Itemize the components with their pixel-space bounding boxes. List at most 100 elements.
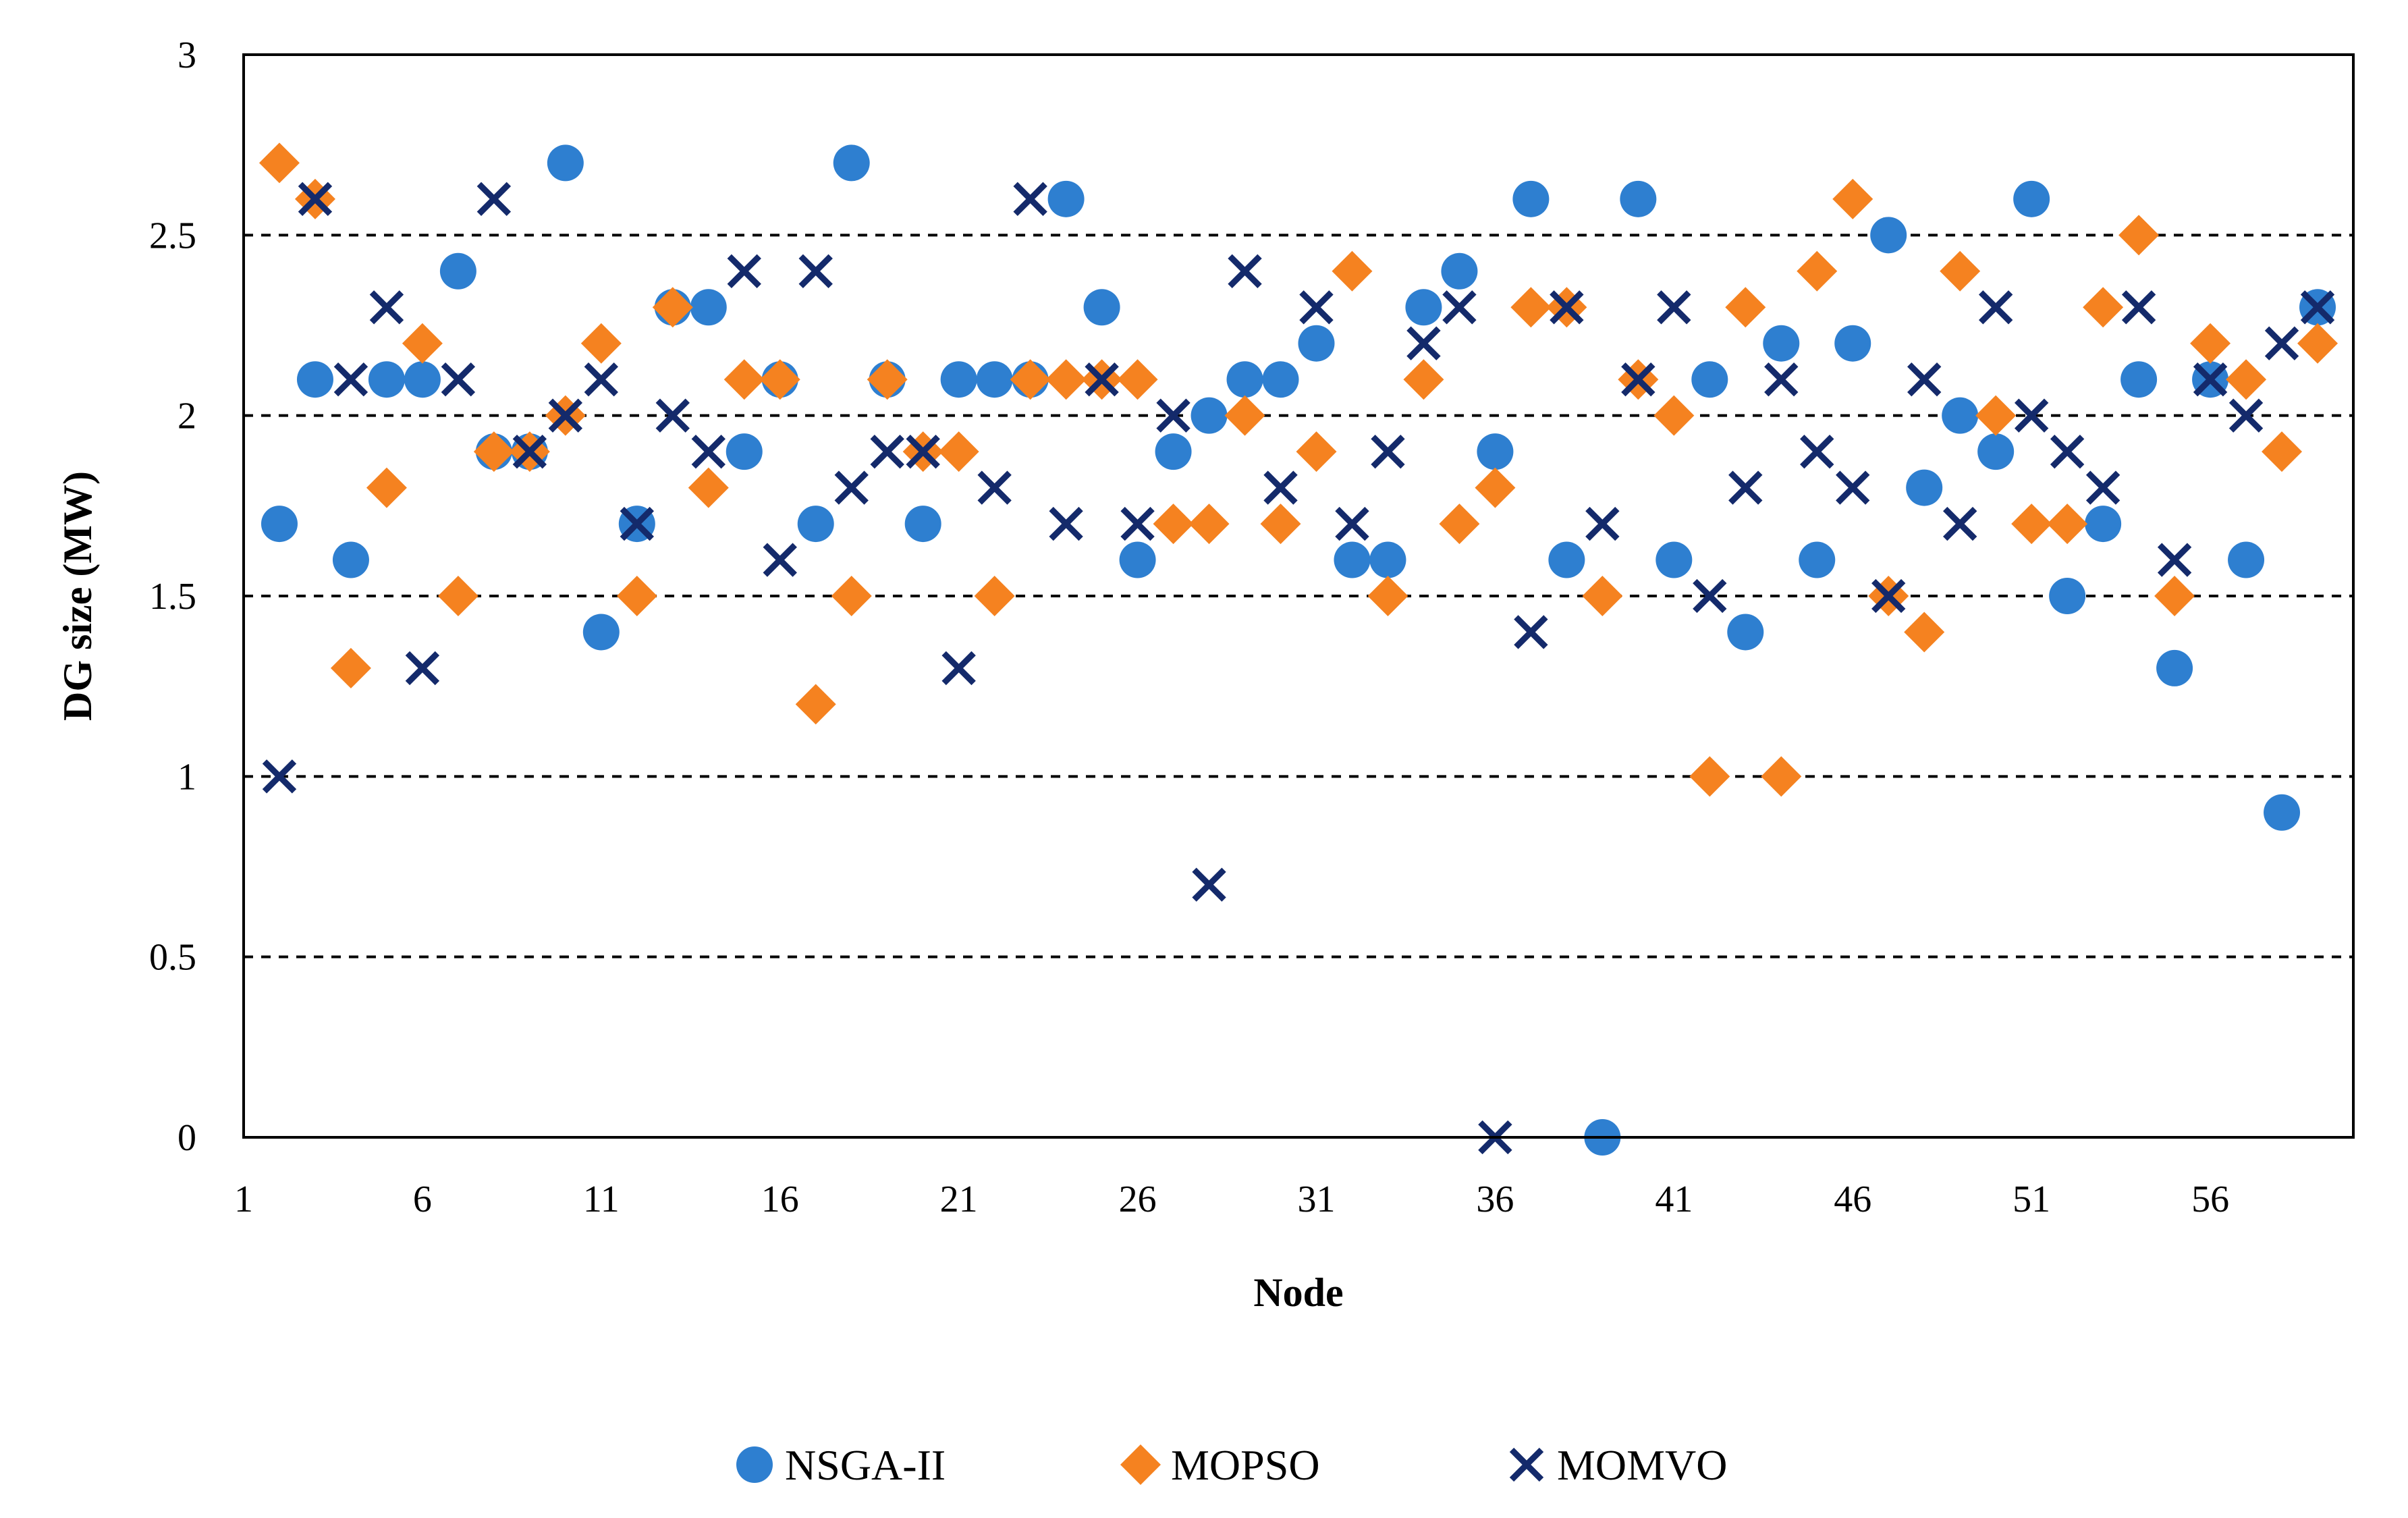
data-point — [366, 467, 407, 508]
data-point — [1653, 395, 1695, 436]
data-point — [1442, 290, 1477, 325]
data-point — [1192, 867, 1226, 902]
data-point — [262, 759, 297, 794]
x-stroke — [1156, 398, 1191, 433]
x-stroke — [1228, 254, 1262, 288]
data-point — [330, 647, 371, 688]
plot-area-border — [242, 53, 2355, 1139]
data-point — [723, 359, 765, 400]
data-point — [1371, 434, 1405, 469]
x-stroke — [1800, 434, 1834, 469]
x-stroke — [369, 290, 404, 325]
data-point — [2264, 326, 2299, 360]
data-point — [977, 470, 1012, 505]
data-point — [1155, 433, 1192, 470]
data-point — [580, 323, 622, 364]
data-point — [1657, 290, 1691, 325]
data-point — [2156, 649, 2193, 686]
data-point — [1836, 470, 1870, 505]
data-point — [332, 541, 369, 578]
x-stroke — [620, 506, 654, 541]
x-stroke — [1442, 290, 1477, 325]
x-stroke — [405, 651, 440, 686]
y-tick-label: 0.5 — [149, 937, 196, 979]
x-stroke — [1085, 362, 1119, 397]
data-point — [1550, 290, 1584, 325]
data-point — [1475, 467, 1516, 508]
y-tick-label: 2 — [177, 396, 196, 437]
data-point — [938, 431, 979, 472]
data-point — [795, 684, 836, 725]
data-point — [1761, 756, 1802, 797]
data-point — [904, 506, 941, 543]
data-point — [2264, 794, 2301, 831]
data-point — [405, 651, 440, 686]
data-point — [1477, 433, 1514, 470]
x-stroke — [977, 470, 1012, 505]
data-point — [547, 144, 584, 182]
data-point — [404, 361, 441, 398]
x-stroke — [2228, 398, 2264, 433]
data-point — [1299, 290, 1334, 325]
data-point — [1298, 325, 1335, 362]
data-point — [1332, 250, 1373, 292]
data-point — [1764, 362, 1799, 397]
data-point — [831, 576, 872, 616]
data-point — [1940, 250, 1981, 292]
data-point — [941, 651, 976, 686]
x-stroke — [1657, 290, 1691, 325]
x-stroke — [763, 543, 797, 577]
series-momvo — [262, 182, 2335, 1155]
x-tick-label: 56 — [2191, 1178, 2229, 1220]
data-point — [867, 359, 908, 400]
x-stroke — [2193, 362, 2228, 397]
data-point — [1119, 541, 1156, 578]
data-point — [1369, 541, 1406, 578]
data-point — [1693, 578, 1727, 614]
x-stroke — [2121, 290, 2156, 325]
data-point — [2190, 323, 2231, 364]
x-stroke — [298, 182, 333, 217]
y-tick-label: 0 — [177, 1117, 196, 1159]
data-point — [1049, 506, 1083, 541]
data-point — [2047, 504, 2088, 545]
x-stroke — [1728, 470, 1763, 505]
data-point — [1296, 431, 1337, 472]
data-point — [1691, 361, 1728, 398]
data-point — [1510, 287, 1552, 328]
y-axis-ticks: 0 0.5 1 1.5 2 2.5 3 — [149, 34, 196, 1159]
data-point — [473, 431, 514, 472]
data-point — [974, 576, 1015, 616]
data-point — [2085, 506, 2122, 543]
x-stroke — [512, 434, 547, 469]
data-point — [2014, 398, 2049, 433]
x-stroke — [1013, 182, 1047, 217]
data-point — [727, 254, 761, 288]
data-point — [296, 361, 333, 398]
x-stroke — [941, 651, 976, 686]
data-point — [1904, 612, 1945, 653]
x-stroke — [1836, 470, 1870, 505]
x-stroke — [1693, 578, 1727, 614]
data-point — [1943, 506, 1977, 541]
data-point — [1978, 290, 2013, 325]
x-stroke — [1764, 362, 1799, 397]
data-point — [2013, 180, 2050, 217]
data-point — [1156, 398, 1191, 433]
y-tick-label: 3 — [177, 34, 196, 76]
data-point — [2228, 541, 2265, 578]
x-stroke — [262, 759, 297, 794]
x-stroke — [584, 362, 619, 397]
data-point — [616, 576, 657, 616]
data-point — [2228, 398, 2264, 433]
x-stroke — [1514, 615, 1548, 649]
x-stroke — [1978, 290, 2013, 325]
data-point — [1441, 252, 1478, 290]
x-stroke — [2085, 470, 2120, 505]
legend-marker-x — [1509, 1447, 1544, 1482]
x-stroke — [2050, 434, 2085, 469]
data-point — [261, 506, 298, 543]
data-point — [298, 182, 333, 217]
x-tick-label: 6 — [413, 1178, 432, 1220]
data-point — [1942, 397, 1979, 434]
